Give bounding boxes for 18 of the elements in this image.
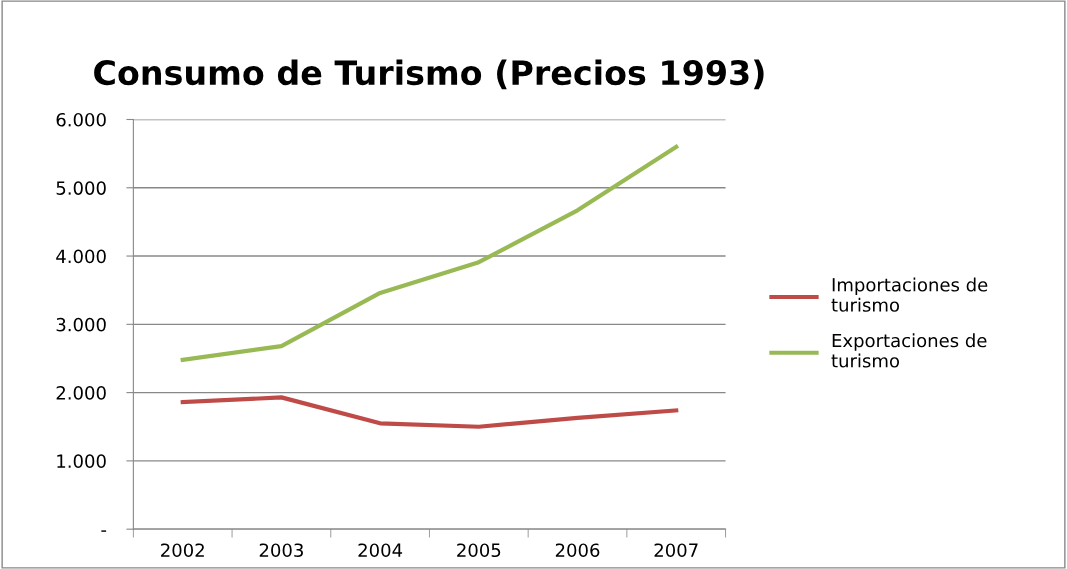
y-tick-label: 1.000 <box>57 454 106 469</box>
x-tick-label: 2006 <box>555 543 600 558</box>
y-tick-label: 3.000 <box>56 317 106 332</box>
x-tick-label: 2005 <box>457 543 501 558</box>
x-tick-label: 2002 <box>161 543 204 558</box>
y-tick-label: 5.000 <box>56 181 106 195</box>
x-tick-label: 2007 <box>654 543 698 558</box>
x-tick-label: 2003 <box>259 543 303 558</box>
legend-label: Exportaciones de turismo <box>831 333 987 368</box>
y-tick-label: 4.000 <box>56 249 106 264</box>
y-tick-label: - <box>101 530 107 532</box>
legend-label: Importaciones de turismo <box>831 277 988 312</box>
line-series <box>180 144 679 362</box>
y-tick-label: 2.000 <box>56 386 106 400</box>
x-tick-label: 2004 <box>358 543 403 558</box>
chart-title: Consumo de Turismo (Precios 1993) <box>94 59 764 90</box>
y-tick-label: 6.000 <box>56 112 106 127</box>
line-series <box>180 395 679 429</box>
